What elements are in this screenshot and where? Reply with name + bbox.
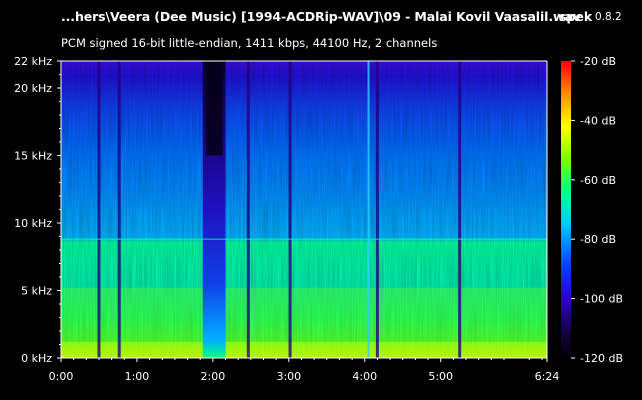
- x-tick-label: 5:00: [428, 370, 453, 383]
- app-name: spek: [559, 9, 593, 24]
- y-tick-label: 20 kHz: [14, 82, 52, 95]
- db-tick-label: -100 dB: [580, 293, 623, 306]
- db-tick-label: -40 dB: [580, 114, 616, 127]
- y-tick-label: 0 kHz: [21, 352, 52, 365]
- quiet-gap-core: [205, 61, 223, 156]
- boundary-streak: [288, 61, 292, 358]
- db-color-bar: [561, 61, 571, 358]
- y-tick-label: 22 kHz: [14, 55, 52, 68]
- bass-energy: [61, 341, 547, 358]
- boundary-streak: [97, 61, 101, 358]
- stream-info: PCM signed 16-bit little-endian, 1411 kb…: [61, 36, 438, 50]
- db-tick-label: -20 dB: [580, 55, 616, 68]
- spectrogram-image: [61, 61, 547, 358]
- db-tick-label: -120 dB: [580, 352, 623, 365]
- file-title: ...hers\Veera (Dee Music) [1994-ACDRip-W…: [61, 9, 581, 24]
- boundary-streak: [117, 61, 121, 358]
- y-tick-label: 5 kHz: [21, 285, 52, 298]
- db-tick-label: -60 dB: [580, 174, 616, 187]
- x-tick-label: 4:00: [352, 370, 377, 383]
- boundary-streak: [375, 61, 379, 358]
- boundary-streak: [246, 61, 250, 358]
- low-band-energy: [61, 287, 547, 358]
- y-tick-label: 15 kHz: [14, 150, 52, 163]
- x-tick-label: 3:00: [276, 370, 301, 383]
- x-tick-label: 6:24: [535, 370, 560, 383]
- x-axis: 0:00 1:00 2:00 3:00 4:00 5:00 6:24: [49, 358, 560, 383]
- db-scale: -20 dB -40 dB -60 dB -80 dB -100 dB -120 dB: [571, 55, 623, 365]
- db-tick-label: -80 dB: [580, 233, 616, 246]
- x-tick-label: 0:00: [49, 370, 74, 383]
- app-version: 0.8.2: [595, 11, 622, 23]
- tone-streak: [367, 61, 370, 358]
- y-axis: 0 kHz 5 kHz 10 kHz 15 kHz 20 kHz 22 kHz: [14, 55, 61, 365]
- x-tick-label: 2:00: [201, 370, 226, 383]
- y-tick-label: 10 kHz: [14, 217, 52, 230]
- boundary-streak: [458, 61, 462, 358]
- x-tick-label: 1:00: [125, 370, 150, 383]
